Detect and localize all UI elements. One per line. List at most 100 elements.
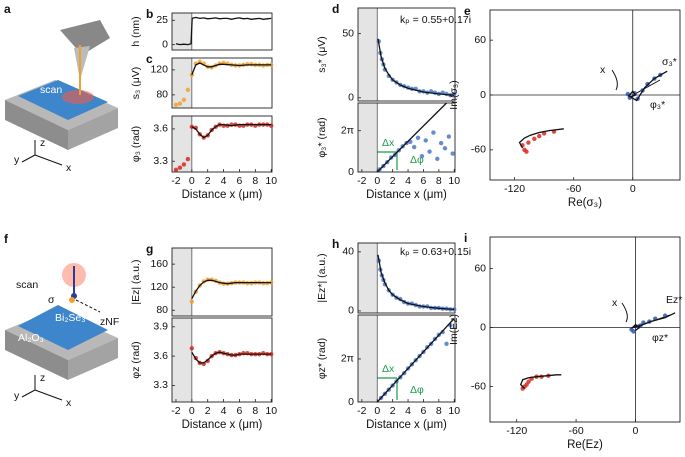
data-point — [526, 140, 531, 145]
x-tick-label: 10 — [448, 405, 460, 417]
fit-line — [376, 102, 447, 173]
x-tick-label: 8 — [436, 405, 442, 417]
panel-label: d — [332, 2, 339, 16]
x-tick-label: 8 — [252, 405, 258, 417]
y-tick-label: 50 — [342, 27, 354, 39]
shaded-region — [172, 13, 192, 50]
panel-label: e — [464, 4, 471, 18]
shaded-region — [172, 318, 192, 402]
y-tick-label: 0 — [162, 38, 168, 50]
x-axis-label: Re(σ₃) — [568, 197, 602, 209]
x-tick-label: 0 — [374, 405, 380, 417]
y-tick-label: -60 — [471, 144, 486, 156]
tip-holder — [60, 20, 110, 55]
data-point — [440, 329, 445, 335]
data-point — [442, 146, 448, 151]
y-tick-label: 160 — [150, 258, 168, 270]
y-tick-label: 0 — [480, 89, 486, 101]
y-tick-label: 3.6 — [153, 350, 168, 362]
x-tick-label: 4 — [221, 405, 227, 417]
data-point — [423, 138, 428, 143]
y-tick-label: 0 — [348, 396, 354, 408]
sigma-point — [69, 297, 75, 303]
x-tick-label: -60 — [566, 183, 581, 195]
x-axis-label: Distance x (μm) — [366, 419, 447, 431]
data-point — [446, 134, 452, 139]
data-point — [269, 351, 274, 357]
annotation: kₚ = 0.55+0.17i — [400, 14, 471, 26]
fit-line — [191, 351, 272, 364]
annotation: φ₃* — [650, 99, 665, 111]
annotation: Δx — [382, 137, 395, 149]
fit-line — [376, 317, 455, 403]
x-tick-label: -120 — [504, 183, 525, 195]
panel-label: b — [146, 7, 153, 21]
sigma-label: σ — [48, 294, 55, 306]
data-point — [537, 133, 542, 139]
annotation: x — [600, 64, 606, 76]
y-tick-label: 80 — [156, 304, 168, 316]
y-tick-label: 2π — [341, 353, 354, 365]
annotation: Ez* — [666, 294, 682, 306]
data-point — [177, 101, 183, 106]
data-point — [411, 144, 417, 150]
y-tick-label: 0 — [348, 305, 354, 317]
data-point — [438, 140, 444, 146]
y-axis-label: φ₃ (rad) — [130, 126, 142, 162]
data-point — [415, 135, 421, 141]
x-axis-label: Re(Ez) — [567, 439, 603, 451]
x-tick-label: 6 — [421, 405, 427, 417]
fit-line — [377, 254, 455, 310]
data-point — [185, 156, 191, 162]
dash — [75, 299, 101, 313]
annotation: Δx — [382, 363, 395, 375]
y-axis-label: φz* (rad) — [316, 338, 328, 379]
panel-label: f — [4, 232, 9, 246]
data-point — [431, 130, 436, 135]
x-tick-label: 0 — [633, 425, 639, 437]
x-tick-label: 2 — [205, 175, 211, 187]
hotspot — [62, 90, 94, 104]
x-tick-label: 10 — [265, 175, 277, 187]
panel-label: h — [332, 237, 339, 251]
x-tick-label: 0 — [189, 175, 195, 187]
scan-label: scan — [40, 84, 62, 96]
panel-label: a — [4, 2, 11, 16]
annotation: φz* — [652, 332, 668, 344]
axis-x — [34, 389, 63, 401]
fit-line — [630, 312, 676, 332]
data-point — [452, 307, 457, 312]
shaded-region — [358, 8, 378, 101]
data-point — [269, 62, 274, 68]
y-tick-label: 3.3 — [153, 155, 168, 167]
illustration-a: a scan z y x — [4, 2, 118, 174]
axis-label: z — [40, 137, 45, 149]
shaded-region — [358, 315, 378, 402]
direction-arrow — [611, 69, 618, 91]
x-tick-label: 8 — [436, 175, 442, 187]
x-tick-label: -2 — [357, 405, 366, 417]
plot-frame — [357, 242, 456, 314]
x-tick-label: 0 — [374, 175, 380, 187]
x-tick-label: -2 — [171, 175, 180, 187]
annotation: x — [612, 297, 618, 309]
axis-y — [21, 154, 36, 163]
y-tick-label: 25 — [156, 14, 168, 26]
data-point — [189, 299, 195, 304]
y-tick-label: -60 — [471, 380, 486, 392]
y-tick-label: 0 — [348, 166, 354, 178]
plot-frame — [489, 236, 681, 423]
fit-line — [175, 16, 272, 46]
panel-label: g — [146, 242, 153, 256]
chart: i -60 0 60 -120 -60 0 Im(Ez) Re(Ez) x Ez* φz* — [448, 231, 683, 451]
y-axis-label: |Ez| (a.u.) — [130, 259, 142, 304]
annotation: kₚ = 0.63+0.15i — [400, 246, 471, 258]
x-tick-label: 0 — [189, 405, 195, 417]
y-tick-label: 120 — [150, 64, 168, 76]
data-point — [205, 358, 210, 364]
axis-x — [34, 154, 63, 166]
y-tick-label: 0 — [348, 92, 354, 104]
x-axis-label: Distance x (μm) — [182, 419, 263, 431]
